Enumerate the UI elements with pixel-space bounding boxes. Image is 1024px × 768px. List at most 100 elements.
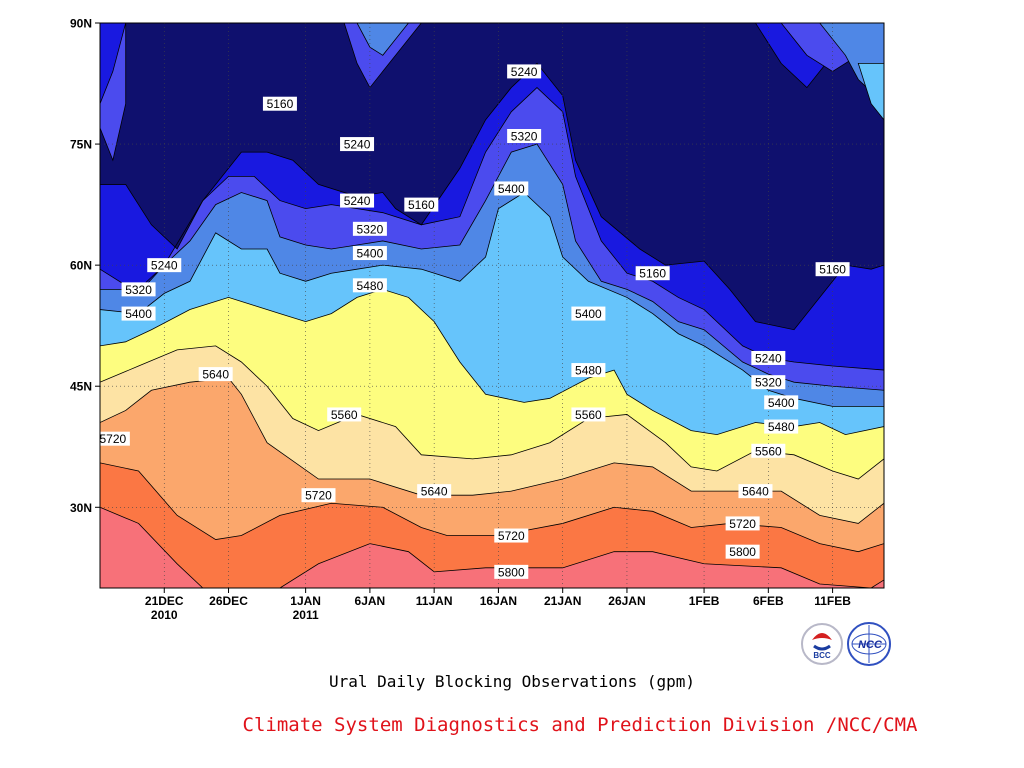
x-tick-label: 21JAN <box>544 594 581 608</box>
svg-text:NCC: NCC <box>858 639 883 651</box>
svg-text:5480: 5480 <box>357 279 384 293</box>
svg-text:5640: 5640 <box>742 485 769 499</box>
blob-west-inner <box>100 23 127 104</box>
contour-label-5640: 5640 <box>417 484 452 499</box>
x-tick-label: 21DEC <box>145 594 184 608</box>
contour-label-5320: 5320 <box>507 129 542 144</box>
contour-label-5720: 5720 <box>95 431 130 446</box>
svg-text:5800: 5800 <box>729 545 756 559</box>
svg-text:5640: 5640 <box>202 368 229 382</box>
svg-text:5160: 5160 <box>819 263 846 277</box>
y-tick-label: 30N <box>70 501 92 515</box>
contour-label-5720: 5720 <box>494 528 529 543</box>
contour-label-5400: 5400 <box>121 306 156 321</box>
x-tick-label: 26JAN <box>608 594 645 608</box>
svg-text:BCC: BCC <box>813 651 831 660</box>
contour-label-5400: 5400 <box>494 181 529 196</box>
svg-text:5240: 5240 <box>151 259 178 273</box>
svg-text:5240: 5240 <box>344 138 371 152</box>
svg-text:5480: 5480 <box>768 420 795 434</box>
contour-label-5400: 5400 <box>571 306 606 321</box>
svg-text:5640: 5640 <box>421 485 448 499</box>
x-tick-label: 6JAN <box>355 594 386 608</box>
svg-text:5720: 5720 <box>729 517 756 531</box>
svg-text:5320: 5320 <box>357 222 384 236</box>
contour-label-5400: 5400 <box>764 395 799 410</box>
contour-line-5400 <box>100 191 884 407</box>
blob-5400-ne <box>857 62 884 121</box>
contour-line-5800 <box>100 506 884 588</box>
contour-label-5480: 5480 <box>352 278 387 293</box>
svg-text:5240: 5240 <box>755 351 782 365</box>
contour-label-5400: 5400 <box>352 246 387 261</box>
contour-label-5240: 5240 <box>751 350 786 365</box>
contour-label-5480: 5480 <box>764 419 799 434</box>
svg-text:5160: 5160 <box>408 198 435 212</box>
plot-frame <box>99 22 885 589</box>
contour-label-5320: 5320 <box>121 282 156 297</box>
contour-label-5240: 5240 <box>340 193 375 208</box>
contour-label-5320: 5320 <box>352 221 387 236</box>
svg-text:5560: 5560 <box>575 408 602 422</box>
ncc-logo: NCC <box>847 622 891 666</box>
svg-text:5240: 5240 <box>344 194 371 208</box>
bcc-logo: BCC <box>801 623 843 665</box>
y-tick-label: 45N <box>70 380 92 394</box>
svg-text:5560: 5560 <box>331 408 358 422</box>
svg-text:5800: 5800 <box>498 565 525 579</box>
y-tick-label: 75N <box>70 138 92 152</box>
x-tick-label: 16JAN <box>480 594 517 608</box>
svg-text:5480: 5480 <box>575 364 602 378</box>
svg-text:5720: 5720 <box>305 489 332 503</box>
contour-labels: 5160 5160 5160 5160 5240 5240 5240 5240 5240 5320… <box>95 64 850 579</box>
svg-text:5320: 5320 <box>511 130 538 144</box>
contour-label-5640: 5640 <box>198 367 233 382</box>
contour-label-5800: 5800 <box>494 564 529 579</box>
svg-text:5400: 5400 <box>357 247 384 261</box>
x-tick-label: 11JAN <box>416 594 453 608</box>
contour-fills <box>100 23 884 588</box>
svg-text:5400: 5400 <box>125 307 152 321</box>
y-tick-label: 90N <box>70 17 92 31</box>
svg-text:5240: 5240 <box>511 65 538 79</box>
x-tick-label: 6FEB <box>753 594 784 608</box>
contour-label-5800: 5800 <box>725 544 760 559</box>
svg-text:5400: 5400 <box>768 396 795 410</box>
contour-label-5720: 5720 <box>725 516 760 531</box>
contour-label-5720: 5720 <box>301 488 336 503</box>
contour-label-5240: 5240 <box>507 64 542 79</box>
svg-text:5320: 5320 <box>755 376 782 390</box>
contour-label-5160: 5160 <box>404 197 439 212</box>
svg-text:5320: 5320 <box>125 283 152 297</box>
contour-label-5560: 5560 <box>571 407 606 422</box>
y-axis: 30N 45N 60N 75N 90N <box>70 17 100 515</box>
x-tick-label: 1FEB <box>689 594 720 608</box>
svg-text:5160: 5160 <box>267 97 294 111</box>
svg-text:5400: 5400 <box>575 307 602 321</box>
grid-lines <box>100 23 884 588</box>
contour-line-5320 <box>100 143 884 391</box>
svg-text:5160: 5160 <box>639 267 666 281</box>
contour-label-5240: 5240 <box>340 137 375 152</box>
svg-text:5400: 5400 <box>498 182 525 196</box>
x-tick-label: 1JAN <box>290 594 321 608</box>
contour-label-5320: 5320 <box>751 375 786 390</box>
x-tick-year: 2011 <box>293 608 319 622</box>
chart-title: Ural Daily Blocking Observations (gpm) <box>328 672 696 691</box>
contour-label-5160: 5160 <box>815 262 850 277</box>
contour-label-5480: 5480 <box>571 363 606 378</box>
contour-line-5480 <box>100 288 884 436</box>
x-tick-year: 2010 <box>151 608 178 622</box>
svg-text:5720: 5720 <box>498 529 525 543</box>
contour-line-5720 <box>100 462 884 553</box>
x-tick-label: 26DEC <box>209 594 248 608</box>
contour-label-5560: 5560 <box>327 407 362 422</box>
contour-label-5160: 5160 <box>635 266 670 281</box>
y-tick-label: 60N <box>70 259 92 273</box>
svg-text:5720: 5720 <box>100 432 127 446</box>
credit-line: Climate System Diagnostics and Predictio… <box>242 714 918 736</box>
contour-label-5560: 5560 <box>751 443 786 458</box>
x-tick-label: 11FEB <box>814 594 851 608</box>
